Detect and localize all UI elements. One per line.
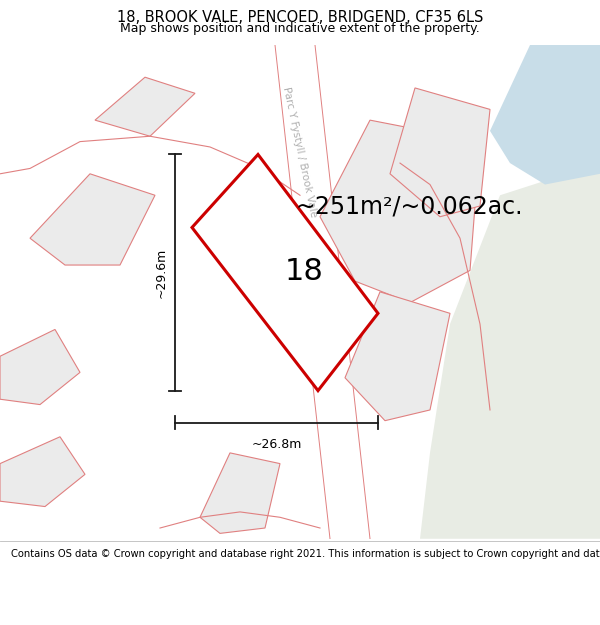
Polygon shape	[0, 66, 310, 195]
Polygon shape	[490, 45, 600, 184]
Text: 18: 18	[285, 257, 324, 286]
Text: Parc Y Fystyll / Brook Vale: Parc Y Fystyll / Brook Vale	[281, 86, 319, 218]
Polygon shape	[30, 174, 155, 265]
Polygon shape	[192, 154, 378, 391]
Polygon shape	[95, 78, 195, 136]
Text: Contains OS data © Crown copyright and database right 2021. This information is : Contains OS data © Crown copyright and d…	[11, 549, 600, 559]
Polygon shape	[275, 45, 370, 539]
Polygon shape	[0, 485, 180, 539]
Polygon shape	[320, 120, 480, 302]
Polygon shape	[345, 292, 450, 421]
Text: Map shows position and indicative extent of the property.: Map shows position and indicative extent…	[120, 22, 480, 35]
Text: ~251m²/~0.062ac.: ~251m²/~0.062ac.	[295, 194, 523, 218]
Polygon shape	[200, 453, 280, 533]
Polygon shape	[0, 329, 80, 404]
Text: ~29.6m: ~29.6m	[155, 248, 167, 298]
Polygon shape	[390, 88, 490, 217]
Text: ~26.8m: ~26.8m	[251, 438, 302, 451]
Polygon shape	[0, 437, 85, 506]
Polygon shape	[420, 163, 600, 539]
Text: 18, BROOK VALE, PENCOED, BRIDGEND, CF35 6LS: 18, BROOK VALE, PENCOED, BRIDGEND, CF35 …	[117, 10, 483, 25]
